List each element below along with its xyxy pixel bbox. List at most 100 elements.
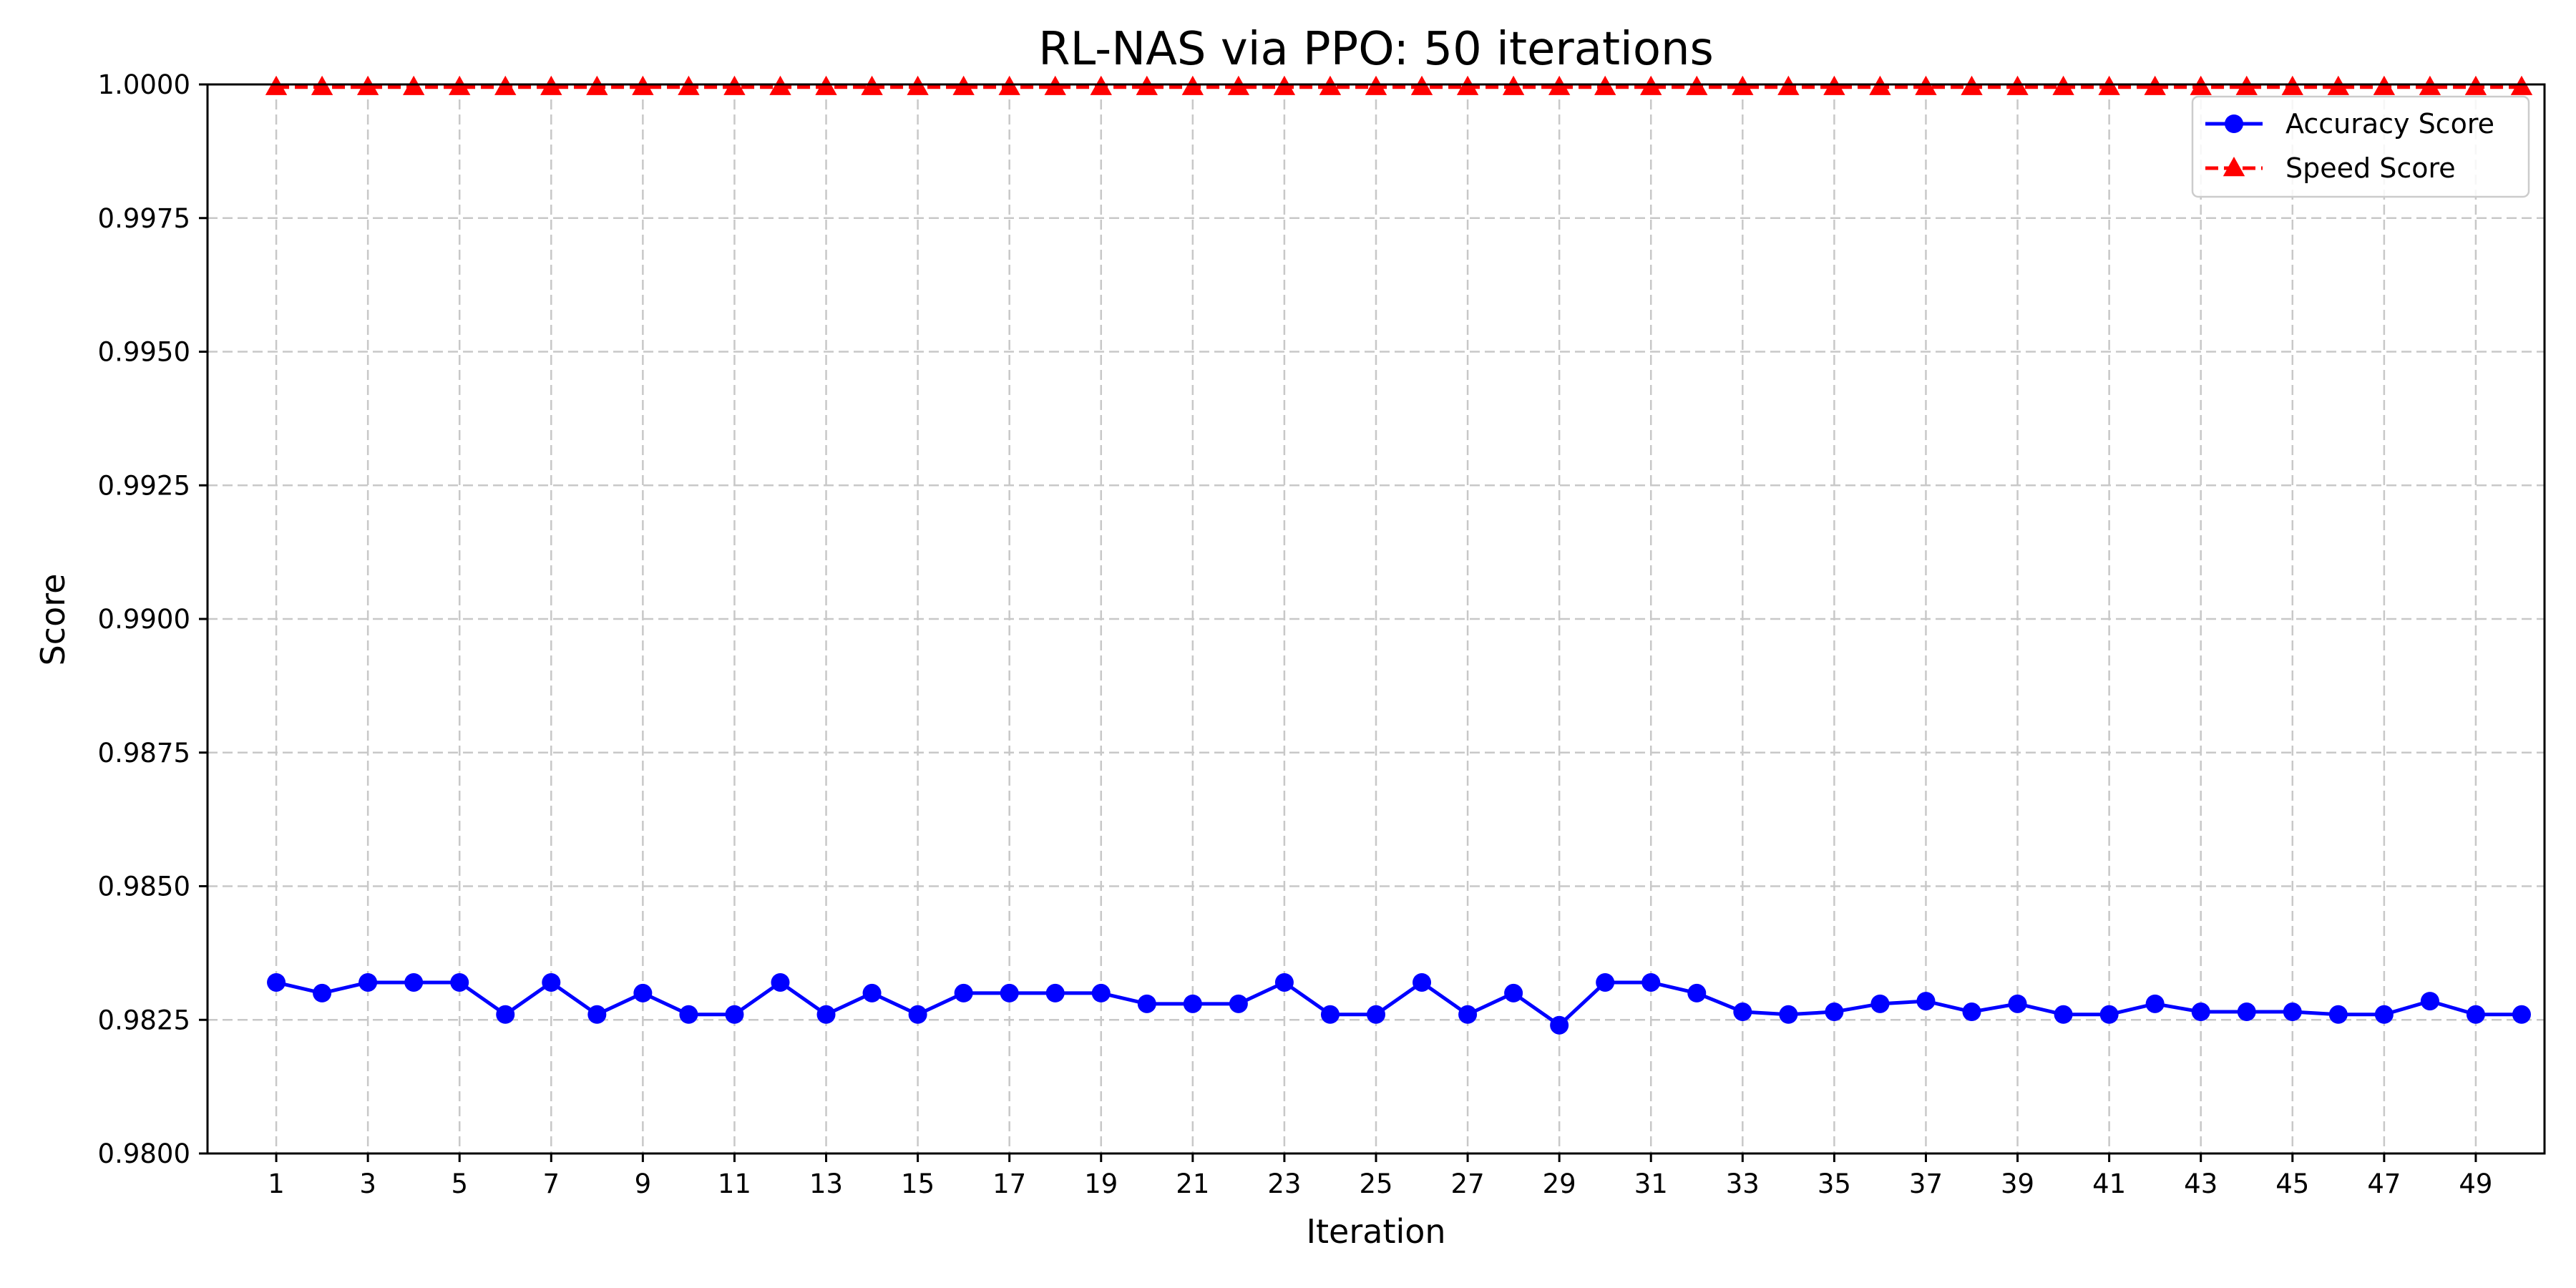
y-tick-label: 0.9800: [98, 1138, 190, 1169]
data-point: [267, 972, 286, 992]
legend-box: [2191, 95, 2530, 198]
data-point: [1229, 994, 1248, 1013]
data-point: [1962, 1002, 1981, 1022]
data-point: [404, 972, 424, 992]
y-tick-label: 1.0000: [98, 69, 190, 100]
x-tick-label: 45: [2275, 1169, 2309, 1199]
x-tick-label: 33: [1726, 1169, 1760, 1199]
data-point: [1367, 1005, 1385, 1024]
y-axis-label: Score: [34, 574, 72, 666]
series-0: [267, 972, 2531, 1035]
data-point: [1000, 983, 1019, 1002]
y-tick-label: 0.9950: [98, 337, 190, 368]
x-tick-label: 41: [2092, 1169, 2126, 1199]
data-point: [1550, 1015, 1569, 1035]
x-axis-label: Iteration: [1306, 1212, 1445, 1251]
data-point: [1641, 972, 1661, 992]
data-point: [1870, 994, 1890, 1013]
data-point: [1779, 1005, 1798, 1024]
x-tick-label: 7: [543, 1169, 560, 1199]
data-point: [1413, 972, 1432, 992]
y-axis-ticks: 0.9800 0.9825 0.9850 0.9875 0.9900 0.9925 0.99…: [98, 69, 208, 1169]
data-point: [908, 1005, 927, 1024]
data-point: [1504, 983, 1523, 1002]
data-point: [2145, 994, 2165, 1013]
x-tick-label: 19: [1084, 1169, 1118, 1199]
data-point: [542, 972, 561, 992]
plot-area-frame: [206, 83, 2546, 1155]
x-tick-label: 17: [992, 1169, 1026, 1199]
data-point: [2512, 1005, 2531, 1024]
data-point: [1458, 1005, 1478, 1024]
data-point: [954, 983, 973, 1002]
legend-marker: [2223, 157, 2245, 177]
series-1: [265, 75, 2533, 95]
data-point: [450, 972, 469, 992]
data-point: [862, 983, 882, 1002]
x-tick-label: 5: [451, 1169, 468, 1199]
data-point: [1687, 983, 1707, 1002]
data-point: [587, 1005, 607, 1024]
data-point: [2237, 1002, 2256, 1022]
data-point: [725, 1005, 744, 1024]
y-tick-label: 0.9975: [98, 203, 190, 234]
y-tick-label: 0.9825: [98, 1005, 190, 1035]
chart-title: RL-NAS via PPO: 50 iterations: [1038, 23, 1714, 76]
x-tick-label: 43: [2184, 1169, 2218, 1199]
data-point: [771, 972, 790, 992]
data-point: [2374, 1005, 2394, 1024]
x-tick-label: 1: [268, 1169, 285, 1199]
x-axis-ticks: 1 3 5 7 9 11 13 15 17 19 21 23 25 27 29 31 33 35 37 39 41 43 4…: [268, 1153, 2492, 1199]
data-point: [496, 1005, 515, 1024]
data-point: [1137, 994, 1156, 1013]
x-tick-label: 35: [1818, 1169, 1851, 1199]
legend-marker: [2225, 114, 2243, 133]
x-tick-label: 49: [2459, 1169, 2492, 1199]
legend-entry: Speed Score: [2205, 152, 2456, 184]
x-tick-label: 27: [1451, 1169, 1485, 1199]
x-tick-label: 25: [1359, 1169, 1392, 1199]
x-tick-label: 15: [901, 1169, 935, 1199]
data-point: [2008, 994, 2027, 1013]
data-point: [1825, 1002, 1844, 1022]
x-tick-label: 39: [2001, 1169, 2034, 1199]
y-tick-label: 0.9900: [98, 604, 190, 635]
data-point: [1091, 983, 1111, 1002]
x-tick-label: 37: [1909, 1169, 1943, 1199]
data-point: [2099, 1005, 2119, 1024]
data-point: [2054, 1005, 2073, 1024]
legend-entry: Accuracy Score: [2205, 108, 2494, 140]
data-point: [358, 972, 378, 992]
x-tick-label: 21: [1176, 1169, 1209, 1199]
y-tick-label: 0.9925: [98, 470, 190, 501]
x-tick-label: 31: [1634, 1169, 1668, 1199]
grid-lines: [208, 83, 2545, 1155]
data-point: [1916, 992, 1936, 1011]
data-point: [1733, 1002, 1752, 1022]
legend: Accuracy Score Speed Score: [2191, 95, 2530, 198]
x-tick-label: 11: [718, 1169, 751, 1199]
data-point: [1274, 972, 1294, 992]
data-point: [2328, 1005, 2348, 1024]
x-tick-label: 3: [359, 1169, 376, 1199]
data-point: [1183, 994, 1202, 1013]
data-point: [816, 1005, 836, 1024]
legend-label: Speed Score: [2285, 152, 2456, 184]
legend-label: Accuracy Score: [2285, 108, 2494, 140]
data-point: [633, 983, 653, 1002]
data-point: [2191, 1002, 2210, 1022]
data-point: [313, 983, 332, 1002]
y-tick-label: 0.9850: [98, 872, 190, 902]
data-point: [1045, 983, 1065, 1002]
y-tick-label: 0.9875: [98, 738, 190, 769]
series-layer: [265, 75, 2533, 1035]
x-tick-label: 47: [2367, 1169, 2401, 1199]
data-point: [1320, 1005, 1340, 1024]
data-point: [679, 1005, 698, 1024]
data-point: [1596, 972, 1615, 992]
x-tick-label: 9: [635, 1169, 652, 1199]
data-point: [2283, 1002, 2302, 1022]
x-tick-label: 29: [1543, 1169, 1576, 1199]
